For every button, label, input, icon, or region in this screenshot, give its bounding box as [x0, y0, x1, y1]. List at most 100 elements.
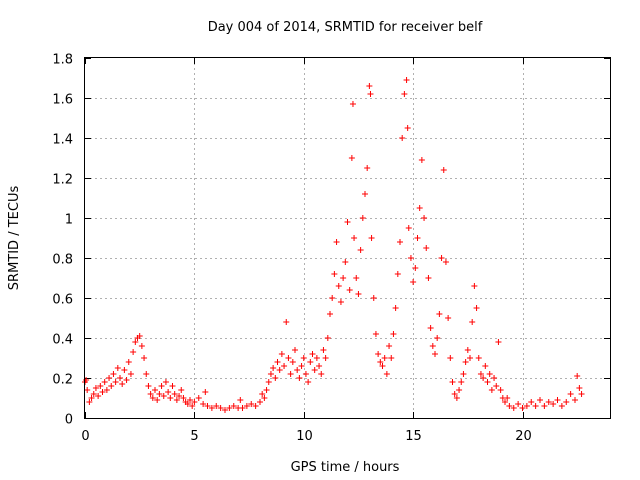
data-point: [460, 371, 467, 377]
data-point: [436, 311, 443, 317]
data-point: [453, 395, 460, 401]
data-point: [156, 391, 163, 397]
data-point: [158, 383, 165, 389]
data-point: [154, 397, 161, 403]
data-point: [300, 355, 307, 361]
data-point: [473, 305, 480, 311]
data-point: [276, 367, 283, 373]
data-point: [180, 395, 187, 401]
x-tick-label: 5: [190, 429, 198, 444]
y-tick-label: 1.2: [52, 173, 73, 188]
data-point: [316, 363, 323, 369]
data-point: [143, 371, 150, 377]
data-point: [130, 349, 137, 355]
data-point: [416, 205, 423, 211]
data-point: [252, 403, 259, 409]
data-point: [95, 393, 102, 399]
y-tick-label: 0.2: [52, 373, 73, 388]
data-point: [414, 235, 421, 241]
data-point: [160, 393, 167, 399]
data-point: [327, 311, 333, 317]
data-point: [344, 219, 351, 225]
x-axis-label: GPS time / hours: [291, 460, 400, 475]
data-point: [152, 387, 158, 393]
data-point: [359, 215, 366, 221]
data-point: [173, 397, 180, 403]
data-point: [136, 333, 143, 339]
data-point: [364, 165, 371, 171]
data-point: [482, 363, 489, 369]
data-point: [368, 235, 375, 241]
data-point: [171, 391, 178, 397]
data-point: [333, 239, 340, 245]
data-point: [88, 395, 95, 401]
y-tick-label: 0.4: [52, 333, 73, 348]
data-point: [440, 167, 447, 173]
data-point: [294, 367, 301, 373]
data-point: [497, 387, 504, 393]
y-tick-label: 1: [65, 213, 73, 228]
y-tick-label: 0.8: [52, 253, 73, 268]
gridlines: [85, 58, 610, 418]
data-point: [114, 365, 121, 371]
data-point: [127, 371, 134, 377]
data-point: [353, 275, 360, 281]
data-point: [324, 335, 331, 341]
data-point: [427, 325, 434, 331]
data-point: [132, 339, 139, 345]
data-point: [204, 403, 211, 409]
data-point: [377, 359, 384, 365]
y-axis-label: SRMTID / TECUs: [7, 186, 22, 291]
data-point: [222, 407, 228, 413]
data-point: [322, 355, 329, 361]
data-point: [103, 387, 110, 393]
data-point: [318, 371, 325, 377]
data-point: [121, 367, 128, 373]
data-point: [125, 359, 132, 365]
data-point: [202, 389, 209, 395]
data-point: [372, 331, 379, 337]
data-point: [178, 387, 185, 393]
data-point: [488, 387, 495, 393]
data-point: [274, 359, 281, 365]
data-point: [388, 355, 395, 361]
data-point: [267, 371, 274, 377]
data-point: [237, 397, 244, 403]
data-point: [141, 355, 148, 361]
data-point: [263, 387, 270, 393]
data-point: [550, 401, 557, 407]
data-point: [532, 403, 539, 409]
data-point: [429, 343, 436, 349]
data-point: [145, 383, 152, 389]
data-point: [97, 383, 104, 389]
x-tick-label: 0: [81, 429, 89, 444]
data-point: [285, 355, 292, 361]
data-point: [480, 375, 487, 381]
data-point: [357, 247, 364, 253]
data-point: [405, 225, 412, 231]
data-point: [523, 403, 530, 409]
data-point: [545, 399, 552, 405]
data-point: [504, 395, 511, 401]
data-point: [213, 403, 220, 409]
data-point: [418, 157, 425, 163]
data-point: [412, 265, 419, 271]
data-point: [117, 375, 123, 381]
data-point: [292, 347, 298, 353]
data-point: [200, 401, 207, 407]
data-point: [287, 371, 294, 377]
data-point: [191, 399, 198, 405]
data-point: [272, 375, 279, 381]
data-point: [458, 379, 465, 385]
data-point: [335, 283, 342, 289]
data-point: [92, 385, 99, 391]
data-point: [495, 339, 502, 345]
data-point: [397, 239, 403, 245]
data-point: [162, 379, 169, 385]
data-point: [176, 393, 183, 399]
data-point: [404, 125, 411, 131]
data-point: [390, 331, 397, 337]
x-tick-label: 20: [515, 429, 532, 444]
data-point: [366, 83, 373, 89]
data-point: [447, 355, 454, 361]
